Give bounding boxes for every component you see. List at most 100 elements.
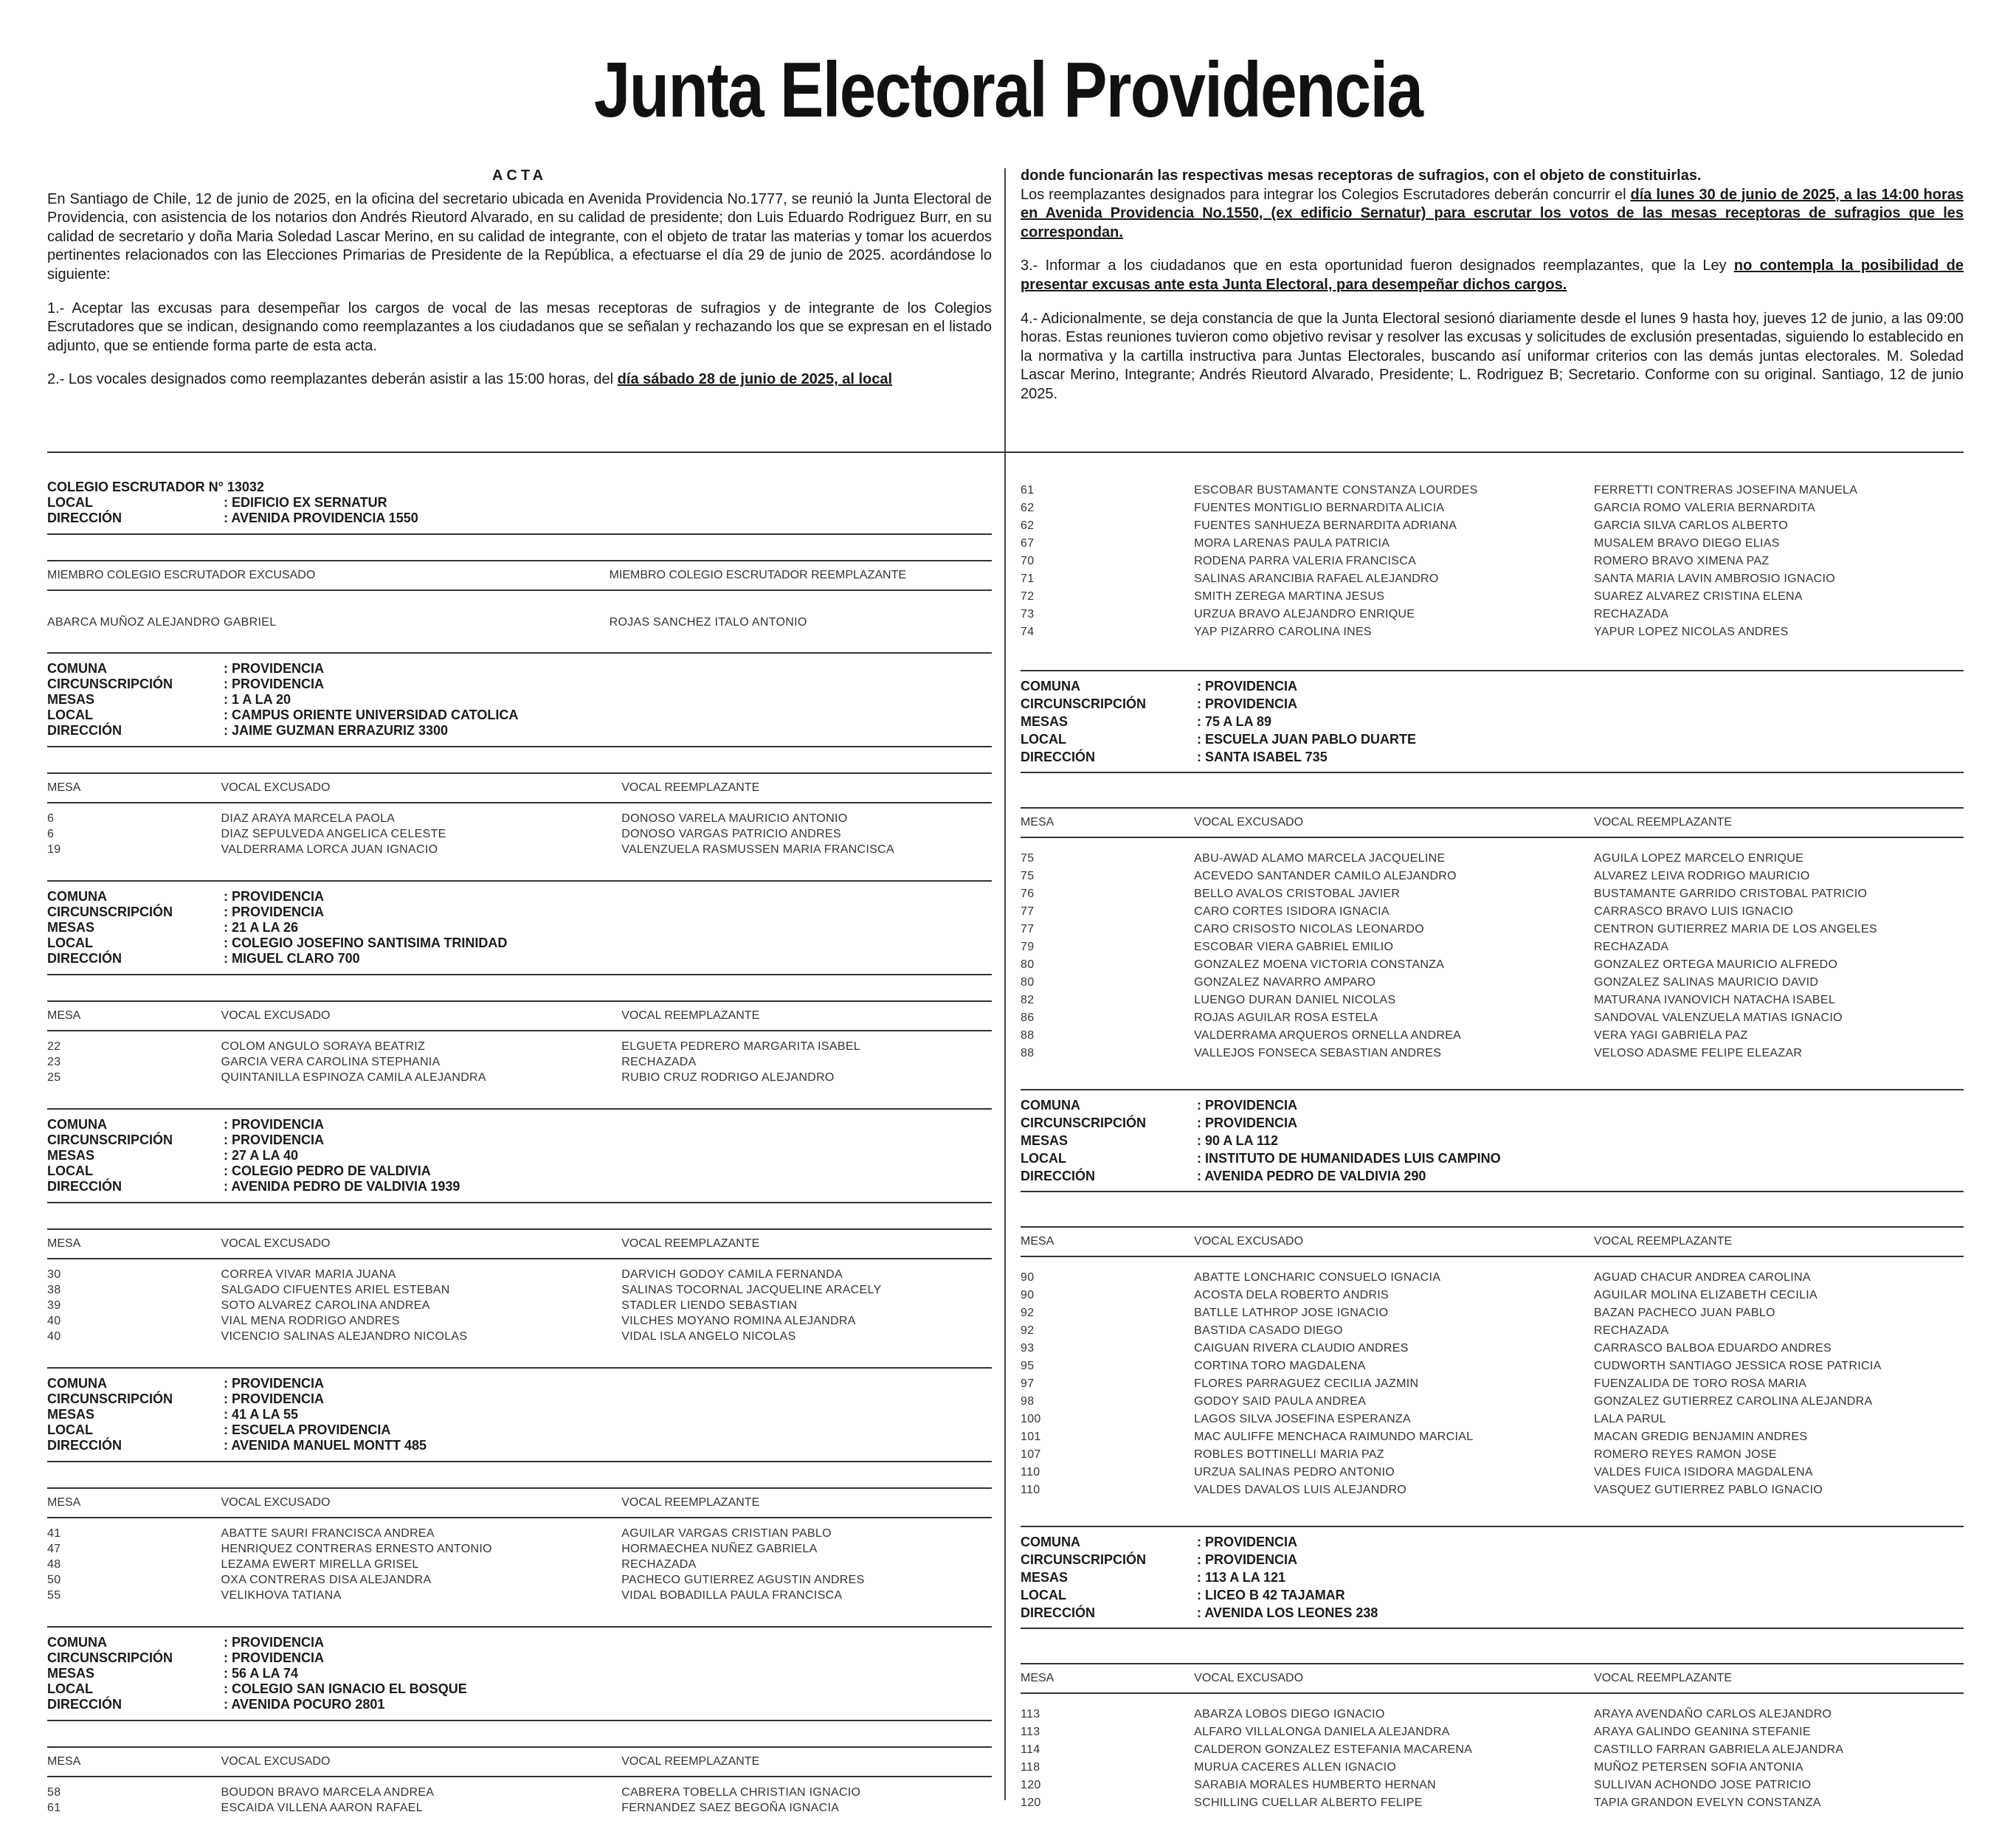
table-cell: BASTIDA CASADO DIEGO bbox=[1194, 1324, 1343, 1337]
table-rows: 90 ABATTE LONCHARIC CONSUELO IGNACIA AGUAD… bbox=[1021, 1257, 1964, 1527]
info-line: COMUNA: PROVIDENCIA bbox=[47, 1635, 992, 1650]
table-row: 88 VALLEJOS FONSECA SEBASTIAN ANDRES VELOS… bbox=[1021, 1045, 1964, 1062]
table-cell: 72 bbox=[1021, 590, 1035, 603]
table-row: 25 QUINTANILLA ESPINOZA CAMILA ALEJANDRA R… bbox=[47, 1070, 992, 1085]
table-cell: 75 bbox=[1021, 852, 1035, 865]
table-cell: ABARZA LOBOS DIEGO IGNACIO bbox=[1194, 1708, 1385, 1720]
gap bbox=[1021, 773, 1964, 809]
table-cell: 23 bbox=[47, 1056, 61, 1068]
info-value: : INSTITUTO DE HUMANIDADES LUIS CAMPINO bbox=[1197, 1151, 1501, 1166]
table-cell: GODOY SAID PAULA ANDREA bbox=[1194, 1395, 1367, 1408]
info-value: : PROVIDENCIA bbox=[224, 1376, 325, 1391]
info-value: : PROVIDENCIA bbox=[1197, 696, 1298, 711]
table-cell: SALINAS TOCORNAL JACQUELINE ARACELY bbox=[621, 1284, 882, 1296]
table-cell: BUSTAMANTE GARRIDO CRISTOBAL PATRICIO bbox=[1594, 888, 1868, 900]
info-label: LOCAL bbox=[47, 495, 93, 510]
table-header: MESA VOCAL EXCUSADO VOCAL REEMPLAZANTE bbox=[1021, 1664, 1964, 1694]
table-cell: 61 bbox=[1021, 484, 1035, 497]
info-value: : 56 A LA 74 bbox=[224, 1666, 299, 1681]
table-rows: 22 COLOM ANGULO SORAYA BEATRIZ ELGUETA PED… bbox=[47, 1031, 992, 1110]
header-cell: MIEMBRO COLEGIO ESCRUTADOR REEMPLAZANTE bbox=[609, 569, 907, 581]
table-row: 80 GONZALEZ NAVARRO AMPARO GONZALEZ SALINA… bbox=[1021, 974, 1964, 992]
table-cell: SMITH ZEREGA MARTINA JESUS bbox=[1194, 590, 1385, 603]
table-cell: GONZALEZ GUTIERREZ CAROLINA ALEJANDRA bbox=[1594, 1395, 1873, 1408]
info-label: COMUNA bbox=[47, 1376, 107, 1391]
table-row: 97 FLORES PARRAGUEZ CECILIA JAZMIN FUENZAL… bbox=[1021, 1375, 1964, 1393]
table-cell: ABU-AWAD ALAMO MARCELA JACQUELINE bbox=[1194, 852, 1446, 865]
info-line: MESAS: 113 A LA 121 bbox=[1021, 1569, 1964, 1586]
table-row: 47 HENRIQUEZ CONTRERAS ERNESTO ANTONIO HOR… bbox=[47, 1541, 992, 1557]
block: COMUNA: PROVIDENCIA CIRCUNSCRIPCIÓN: PROV… bbox=[47, 654, 992, 882]
table-row: 6 DIAZ SEPULVEDA ANGELICA CELESTE DONOSO V… bbox=[47, 826, 992, 842]
table-cell: VELIKHOVA TATIANA bbox=[221, 1589, 342, 1602]
info-value: : EDIFICIO EX SERNATUR bbox=[224, 495, 387, 510]
info-line: DIRECCIÓN: AVENIDA PEDRO DE VALDIVIA 193… bbox=[47, 1179, 992, 1194]
table-cell: RECHAZADA bbox=[621, 1056, 697, 1068]
table-row: 113 ALFARO VILLALONGA DANIELA ALEJANDRA AR… bbox=[1021, 1723, 1964, 1741]
table-cell: VILCHES MOYANO ROMINA ALEJANDRA bbox=[621, 1315, 856, 1327]
table-cell: 76 bbox=[1021, 888, 1035, 900]
table-cell: VASQUEZ GUTIERREZ PABLO IGNACIO bbox=[1594, 1484, 1823, 1496]
table-cell: 62 bbox=[1021, 519, 1035, 532]
table-cell: 74 bbox=[1021, 626, 1035, 638]
table-cell: GARCIA VERA CAROLINA STEPHANIA bbox=[221, 1056, 441, 1068]
info-label: CIRCUNSCRIPCIÓN bbox=[47, 1132, 173, 1147]
table-cell: FUENTES SANHUEZA BERNARDITA ADRIANA bbox=[1194, 519, 1457, 532]
info-label: MESAS bbox=[1021, 1133, 1069, 1148]
table-cell: STADLER LIENDO SEBASTIAN bbox=[621, 1299, 798, 1312]
table-cell: CAIGUAN RIVERA CLAUDIO ANDRES bbox=[1194, 1342, 1409, 1355]
table-header: MIEMBRO COLEGIO ESCRUTADOR EXCUSADO MIEMB… bbox=[47, 561, 992, 591]
info-label: MESAS bbox=[1021, 714, 1069, 729]
table-cell: 48 bbox=[47, 1558, 61, 1571]
info-label: DIRECCIÓN bbox=[1021, 1605, 1096, 1620]
info-line: DIRECCIÓN: AVENIDA LOS LEONES 238 bbox=[1021, 1604, 1964, 1622]
block-info: COMUNA: PROVIDENCIA CIRCUNSCRIPCIÓN: PROV… bbox=[1021, 1090, 1964, 1192]
table-cell: BELLO AVALOS CRISTOBAL JAVIER bbox=[1194, 888, 1401, 900]
table-row: 80 GONZALEZ MOENA VICTORIA CONSTANZA GONZA… bbox=[1021, 956, 1964, 974]
table-cell: 92 bbox=[1021, 1324, 1035, 1337]
table-cell: AGUILAR VARGAS CRISTIAN PABLO bbox=[621, 1527, 832, 1540]
table-cell: URZUA BRAVO ALEJANDRO ENRIQUE bbox=[1194, 608, 1415, 620]
table-cell: 40 bbox=[47, 1330, 61, 1343]
table-cell: MAC AULIFFE MENCHACA RAIMUNDO MARCIAL bbox=[1194, 1431, 1474, 1443]
table-row: 70 RODENA PARRA VALERIA FRANCISCA ROMERO B… bbox=[1021, 553, 1964, 570]
header-cell: MESA bbox=[1021, 1235, 1054, 1248]
table-row: 41 ABATTE SAURI FRANCISCA ANDREA AGUILAR V… bbox=[47, 1526, 992, 1541]
table-cell: SOTO ALVAREZ CAROLINA ANDREA bbox=[221, 1299, 430, 1312]
info-line: MESAS: 27 A LA 40 bbox=[47, 1148, 992, 1163]
table-row: 19 VALDERRAMA LORCA JUAN IGNACIO VALENZUEL… bbox=[47, 842, 992, 857]
table-cell: 98 bbox=[1021, 1395, 1035, 1408]
table-cell: ALFARO VILLALONGA DANIELA ALEJANDRA bbox=[1194, 1726, 1450, 1738]
table-cell: 58 bbox=[47, 1786, 61, 1799]
table-cell: 95 bbox=[1021, 1360, 1035, 1372]
table-cell: DIAZ SEPULVEDA ANGELICA CELESTE bbox=[221, 828, 446, 840]
table-cell: FERNANDEZ SAEZ BEGOÑA IGNACIA bbox=[621, 1802, 840, 1814]
info-label: DIRECCIÓN bbox=[47, 1697, 122, 1712]
info-line: MESAS: 21 A LA 26 bbox=[47, 920, 992, 936]
info-line: COLEGIO ESCRUTADOR N° 13032 bbox=[47, 480, 992, 495]
table-cell: CORREA VIVAR MARIA JUANA bbox=[221, 1268, 396, 1281]
info-line: DIRECCIÓN: AVENIDA POCURO 2801 bbox=[47, 1697, 992, 1712]
table-row: 75 ABU-AWAD ALAMO MARCELA JACQUELINE AGUIL… bbox=[1021, 850, 1964, 868]
info-label: DIRECCIÓN bbox=[47, 951, 122, 966]
paragraph: 2.- Los vocales designados como reemplaz… bbox=[47, 370, 992, 390]
table-cell: VALENZUELA RASMUSSEN MARIA FRANCISCA bbox=[621, 843, 894, 856]
left-column: COLEGIO ESCRUTADOR N° 13032 LOCAL : EDIFIC… bbox=[47, 453, 992, 1816]
table-cell: MUÑOZ PETERSEN SOFIA ANTONIA bbox=[1594, 1761, 1803, 1774]
table-cell: CENTRON GUTIERREZ MARIA DE LOS ANGELES bbox=[1594, 923, 1877, 936]
info-label: MESAS bbox=[1021, 1570, 1069, 1585]
info-value: : PROVIDENCIA bbox=[1197, 1535, 1298, 1549]
table-cell: CARO CRISOSTO NICOLAS LEONARDO bbox=[1194, 923, 1425, 936]
info-line: LOCAL : EDIFICIO EX SERNATUR bbox=[47, 495, 992, 511]
block-info: COMUNA: PROVIDENCIA CIRCUNSCRIPCIÓN: PROV… bbox=[47, 1628, 992, 1721]
info-value: : PROVIDENCIA bbox=[224, 1650, 325, 1665]
table-cell: CABRERA TOBELLA CHRISTIAN IGNACIO bbox=[621, 1786, 861, 1799]
table-cell: VALDES DAVALOS LUIS ALEJANDRO bbox=[1194, 1484, 1407, 1496]
table-cell: DIAZ ARAYA MARCELA PAOLA bbox=[221, 812, 396, 825]
column-divider bbox=[1004, 168, 1006, 1800]
table-cell: ESCOBAR VIERA GABRIEL EMILIO bbox=[1194, 941, 1394, 953]
section-rule bbox=[47, 452, 1964, 453]
table-cell: GONZALEZ ORTEGA MAURICIO ALFREDO bbox=[1594, 958, 1838, 971]
header-cell: VOCAL EXCUSADO bbox=[221, 1237, 331, 1250]
table-cell: DONOSO VARELA MAURICIO ANTONIO bbox=[621, 812, 848, 825]
